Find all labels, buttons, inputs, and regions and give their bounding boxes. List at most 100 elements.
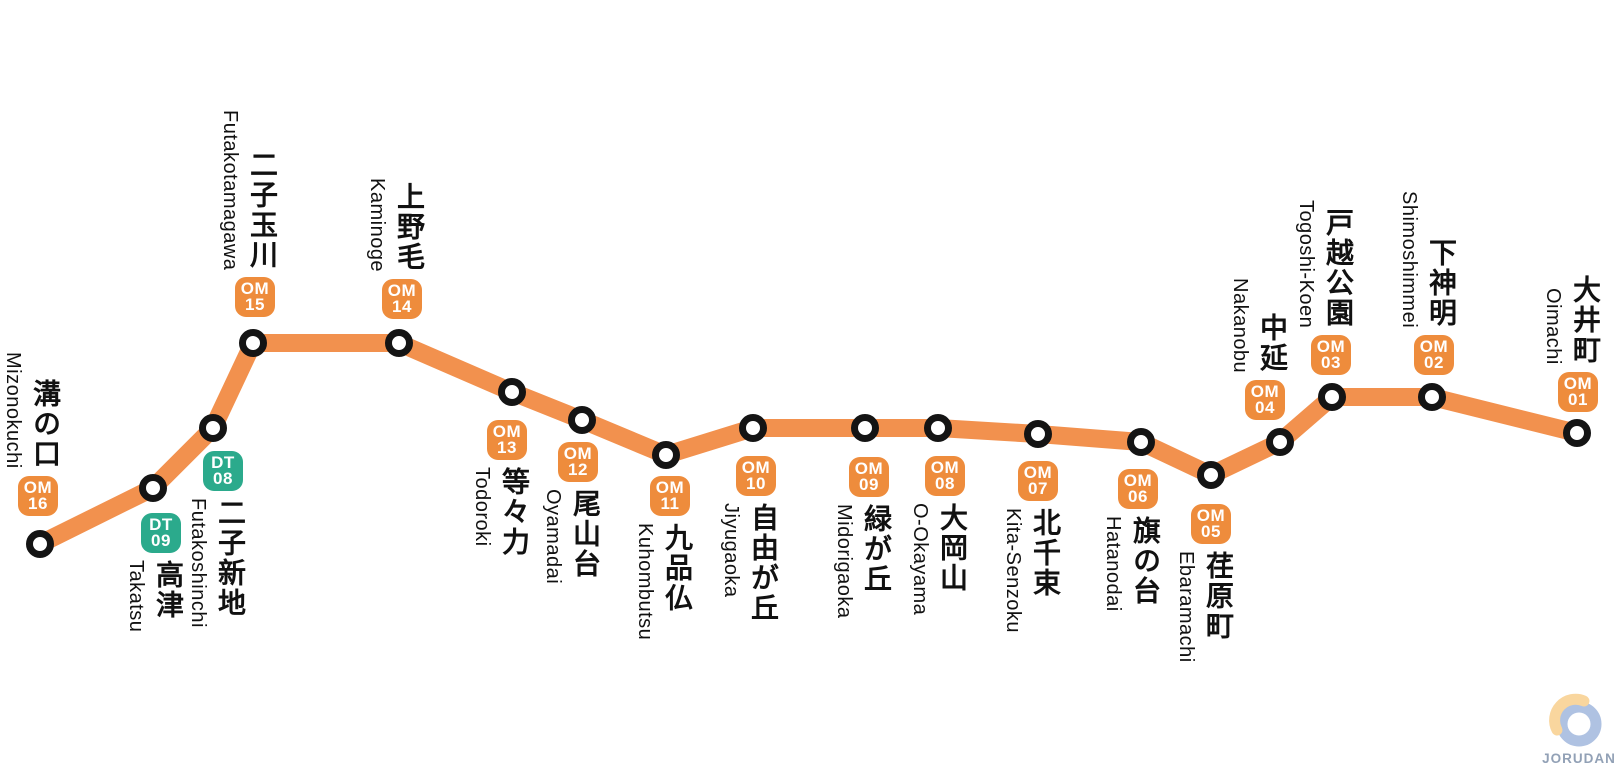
station-marker[interactable] [1318,383,1346,411]
station-name-japanese: 戸越公園 [1323,208,1354,328]
station-code-badge: OM 11 [650,476,690,516]
station-label[interactable]: 下神明 Shimoshimmei [1398,190,1457,328]
station-code-number: 02 [1424,353,1444,372]
station-label[interactable]: 自由が丘 Jiyugaoka [720,503,779,623]
logo-moon-ring-icon [1556,701,1602,747]
station-marker[interactable] [851,414,879,442]
station-marker[interactable] [1024,420,1052,448]
station-marker[interactable] [1266,428,1294,456]
station-name-romaji: Jiyugaoka [720,503,742,598]
station-marker[interactable] [1563,419,1591,447]
station-label[interactable]: 緑が丘 Midorigaoka [833,504,892,618]
station-label[interactable]: 二子玉川 Futakotamagawa [219,110,278,270]
station-label[interactable]: 溝の口 Mizonokuchi [2,352,61,469]
station-marker[interactable] [739,414,767,442]
station-marker[interactable] [385,329,413,357]
station-marker[interactable] [568,406,596,434]
station-code-number: 08 [935,474,955,493]
station-label[interactable]: 尾山台 Oyamadai [542,489,601,585]
station-name-japanese: 等々力 [499,467,530,557]
station-code-line: OM [930,458,960,477]
station-name-romaji: Oimachi [1542,288,1564,365]
station-code-number: 15 [245,295,265,314]
station-code-line: OM [492,422,522,441]
station-marker[interactable] [1127,428,1155,456]
station-code-badge: OM 04 [1245,380,1285,420]
station-label[interactable]: 北千束 Kita-Senzoku [1002,508,1061,633]
station-code-line: DT [149,515,173,534]
station-code-number: 09 [151,531,171,550]
station-code-line: OM [1196,506,1226,525]
station-marker[interactable] [498,378,526,406]
station-name-japanese: 九品仏 [662,523,693,613]
station-code-number: 16 [28,494,48,513]
station-label[interactable]: 大井町 Oimachi [1542,275,1601,365]
station-name-japanese: 旗の台 [1130,516,1161,606]
station-code-badge: OM 08 [925,456,965,496]
station-code-badge: OM 07 [1018,461,1058,501]
station-name-japanese: 上野毛 [394,182,425,272]
station-label[interactable]: 二子新地 Futakoshinchi [187,498,246,628]
station-name-japanese: 溝の口 [30,379,61,469]
station-code-badge: OM 14 [382,279,422,319]
station-marker[interactable] [1197,461,1225,489]
station-label[interactable]: 大岡山 O-Okayama [909,503,968,616]
station-name-romaji: Kaminoge [366,177,388,272]
station-code-number: 01 [1568,390,1588,409]
station-name-romaji: Shimoshimmei [1398,190,1420,328]
station-label[interactable]: 高津 Takatsu [125,560,184,633]
station-label[interactable]: 等々力 Todoroki [471,467,530,557]
station-code-number: 12 [568,460,588,479]
station-code-line: OM [655,478,685,497]
station-code-number: 14 [392,297,412,316]
station-code-badge: OM 16 [18,476,58,516]
station-code-number: 07 [1028,479,1048,498]
station-label[interactable]: 荏原町 Ebaramachi [1175,551,1234,663]
station-code-number: 04 [1255,398,1275,417]
station-code-line: OM [387,281,417,300]
station-code-badge: OM 13 [487,420,527,460]
station-code-line: OM [1250,382,1280,401]
station-name-romaji: O-Okayama [909,503,931,616]
station-name-romaji: Kita-Senzoku [1002,508,1024,633]
station-name-japanese: 二子玉川 [247,150,278,270]
station-name-japanese: 自由が丘 [748,503,779,623]
station-code-line: OM [854,459,884,478]
station-name-japanese: 二子新地 [215,498,246,618]
station-code-number: 09 [859,475,879,494]
station-name-romaji: Takatsu [125,560,147,633]
station-code-line: OM [1563,374,1593,393]
station-marker[interactable] [1418,383,1446,411]
station-code-badge: OM 12 [558,442,598,482]
station-code-line: OM [240,279,270,298]
station-name-romaji: Mizonokuchi [2,352,24,469]
station-label[interactable]: 中延 Nakanobu [1229,278,1288,373]
logo-crescent-icon [1549,693,1590,736]
station-name-japanese: 大井町 [1570,275,1601,365]
station-marker[interactable] [652,441,680,469]
station-label[interactable]: 旗の台 Hatanodai [1102,516,1161,612]
station-name-romaji: Oyamadai [542,489,564,585]
station-label[interactable]: 上野毛 Kaminoge [366,177,425,272]
station-code-badge: OM 05 [1191,504,1231,544]
station-name-japanese: 荏原町 [1203,551,1234,641]
station-name-japanese: 尾山台 [570,489,601,579]
station-code-line: OM [1419,337,1449,356]
station-code-badge: OM 09 [849,457,889,497]
station-code-badge: OM 02 [1414,335,1454,375]
station-code-badge: OM 15 [235,277,275,317]
station-marker[interactable] [924,414,952,442]
station-marker[interactable] [239,329,267,357]
station-name-japanese: 北千束 [1030,508,1061,598]
station-marker[interactable] [26,530,54,558]
station-code-number: 08 [213,469,233,488]
station-marker[interactable] [199,414,227,442]
station-name-romaji: Ebaramachi [1175,551,1197,663]
station-code-badge: OM 01 [1558,372,1598,412]
station-label[interactable]: 戸越公園 Togoshi-Koen [1295,200,1354,328]
station-name-japanese: 緑が丘 [861,504,892,594]
station-label[interactable]: 九品仏 Kuhombutsu [634,523,693,640]
station-code-number: 10 [746,474,766,493]
station-marker[interactable] [139,474,167,502]
jorudan-logo: JORUDAN [1542,693,1614,766]
